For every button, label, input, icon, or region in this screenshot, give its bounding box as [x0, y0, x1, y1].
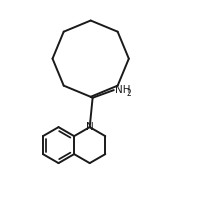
- Text: NH: NH: [115, 85, 130, 95]
- Text: 2: 2: [126, 89, 131, 97]
- Text: N: N: [86, 122, 94, 132]
